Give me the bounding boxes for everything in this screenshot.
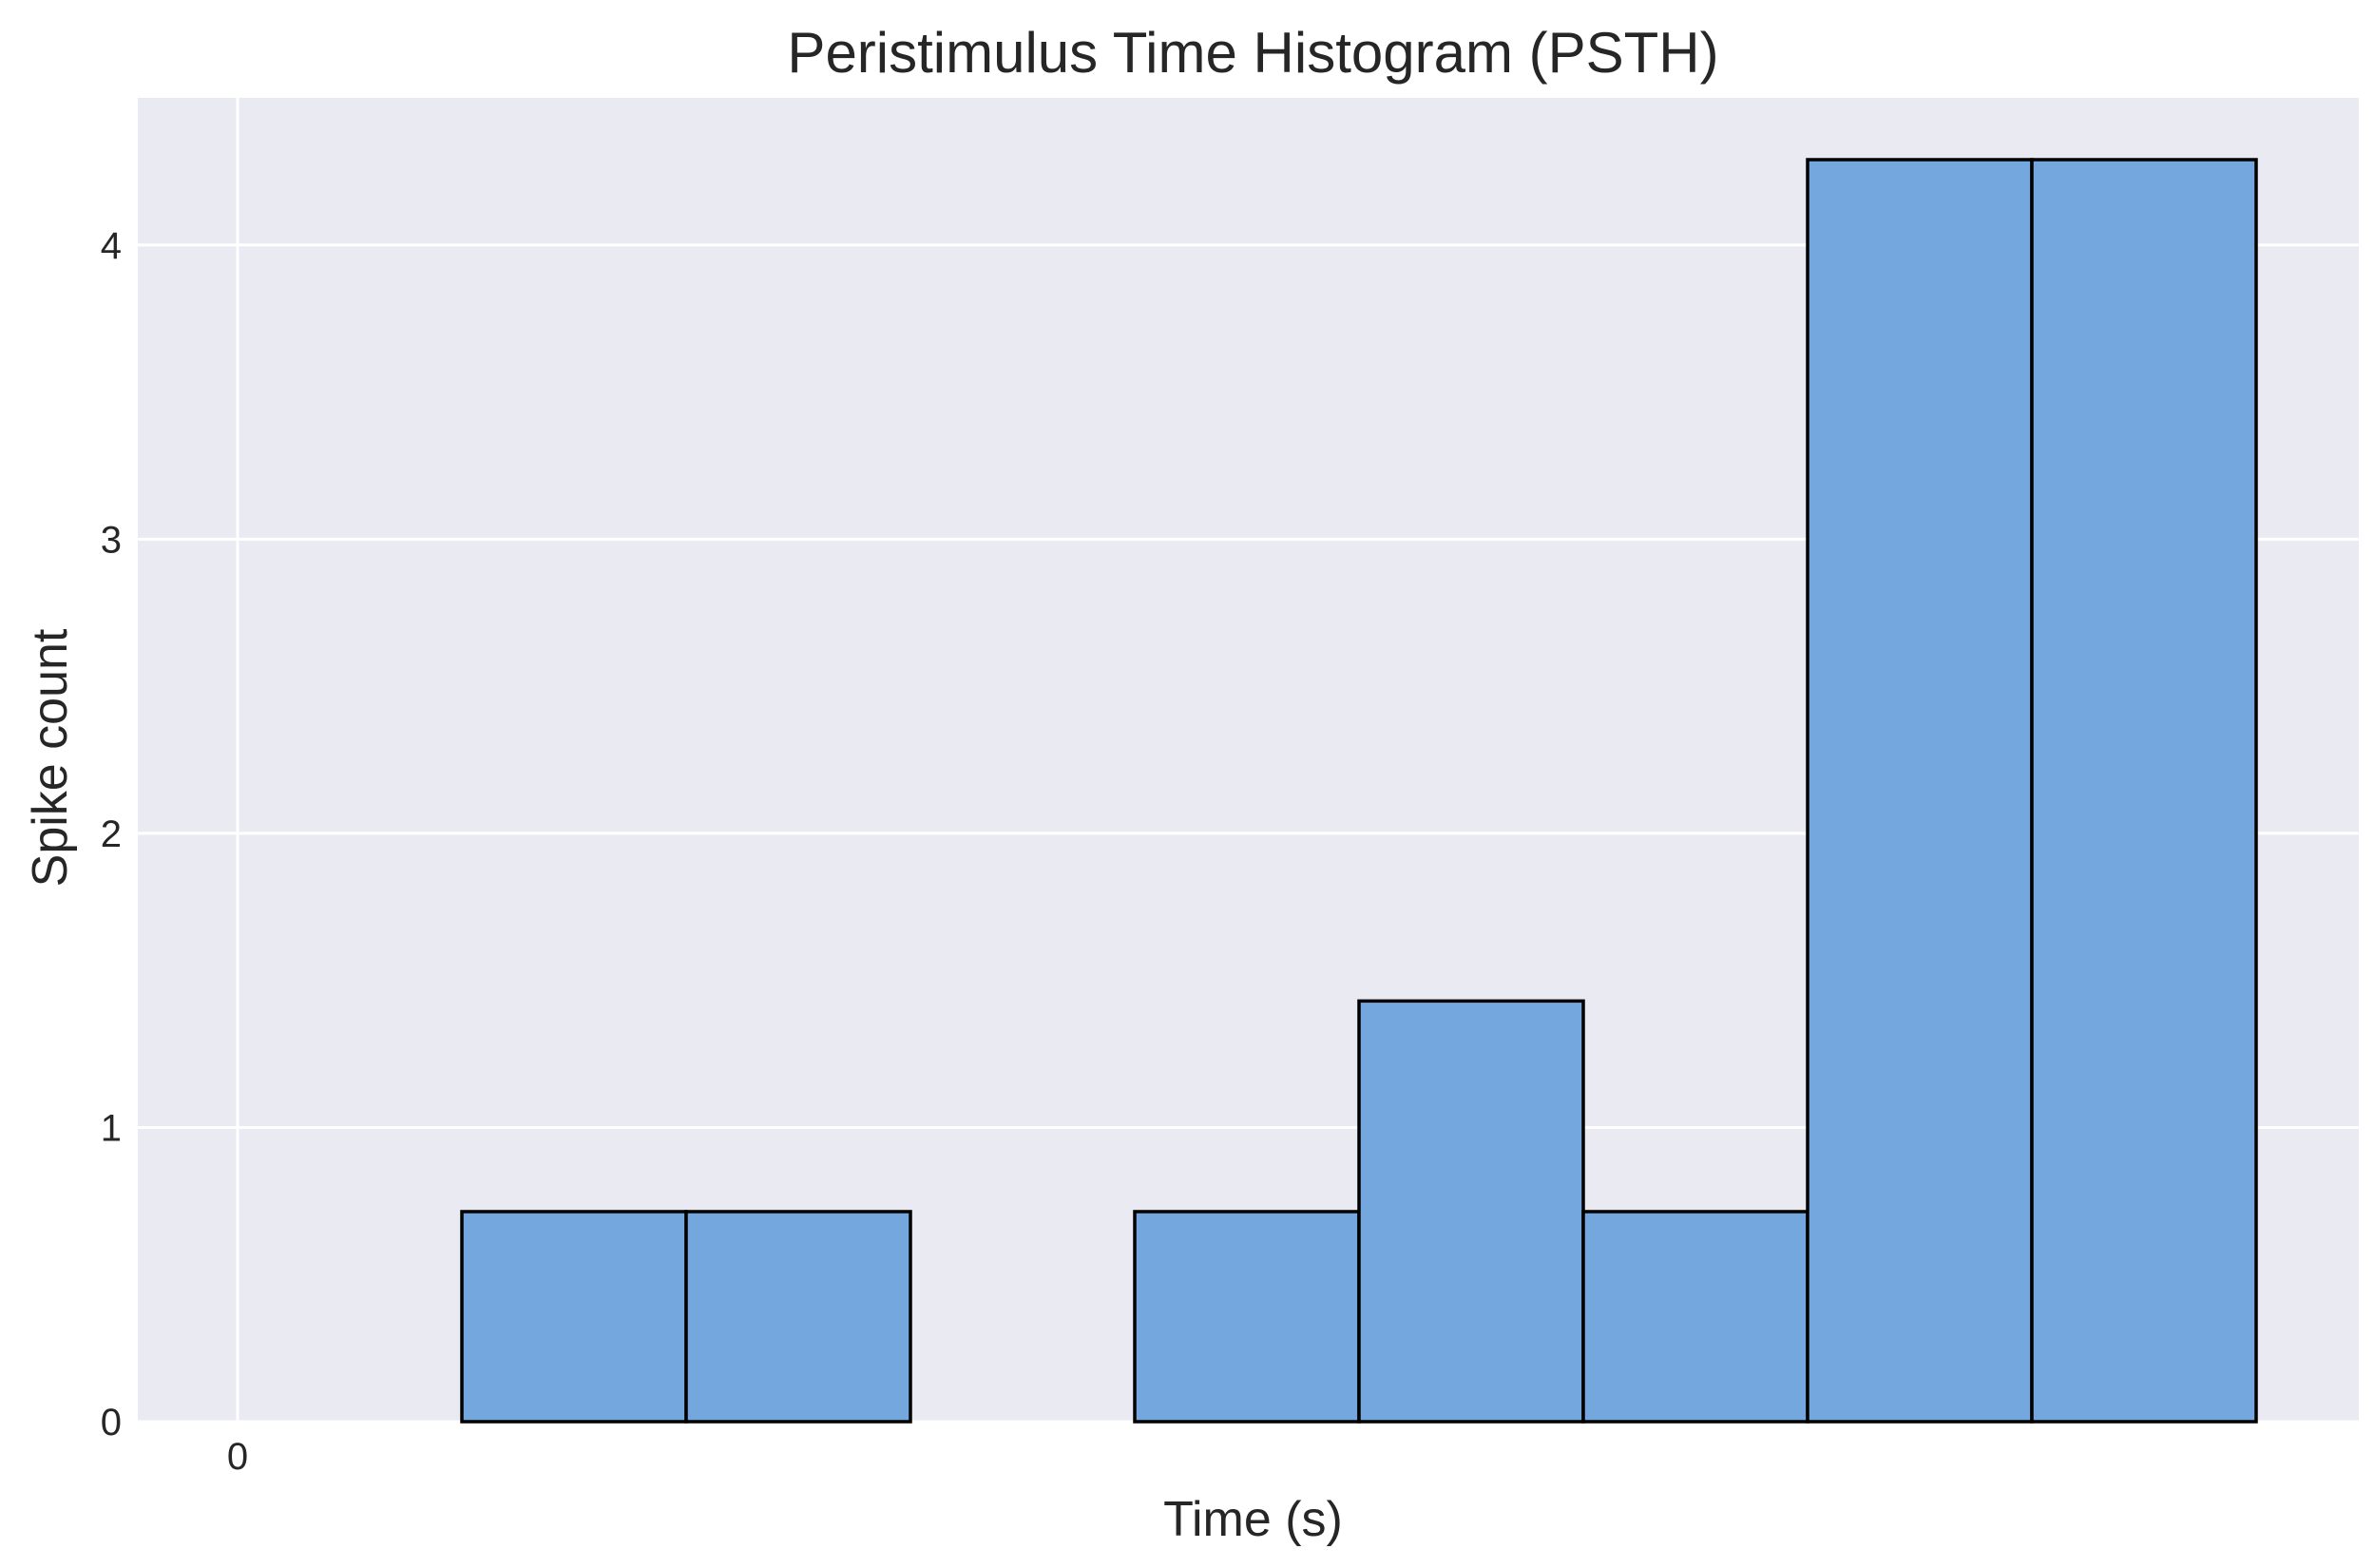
histogram-bar-4 <box>1133 1210 1361 1424</box>
histogram-bar-6 <box>1581 1210 1809 1424</box>
y-tick-label-2: 2 <box>101 813 122 855</box>
histogram-bar-5 <box>1357 999 1585 1424</box>
y-tick-label-1: 1 <box>101 1107 122 1149</box>
histogram-bar-1 <box>460 1210 688 1424</box>
y-axis-label: Spike count <box>23 628 78 887</box>
histogram-bar-2 <box>684 1210 912 1424</box>
y-tick-label-3: 3 <box>101 519 122 561</box>
histogram-bars <box>460 158 2258 1424</box>
y-tick-labels: 0 1 2 3 4 <box>101 225 122 1444</box>
histogram-bar-8 <box>2030 158 2258 1424</box>
x-tick-label-0: 0 <box>227 1436 248 1478</box>
x-axis-label: Time (s) <box>1163 1492 1343 1547</box>
chart-title: Peristimulus Time Histogram (PSTH) <box>787 21 1718 85</box>
histogram-bar-7 <box>1806 158 2034 1424</box>
x-tick-labels: 0 <box>227 1436 248 1478</box>
y-tick-label-0: 0 <box>101 1402 122 1444</box>
y-tick-label-4: 4 <box>101 225 122 267</box>
